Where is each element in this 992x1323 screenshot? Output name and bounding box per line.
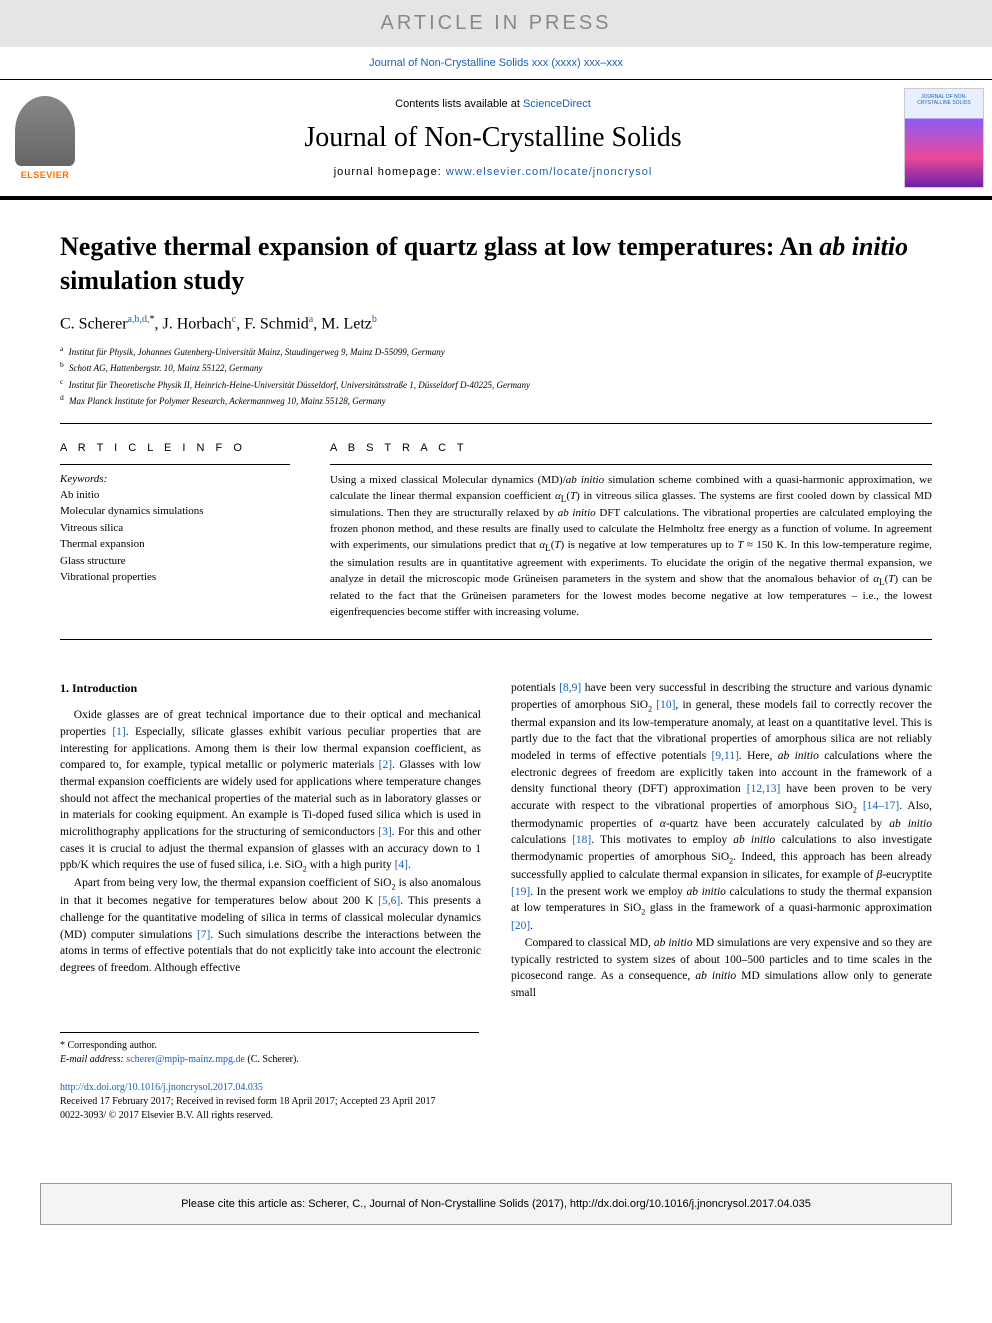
homepage-prefix: journal homepage: [334, 166, 446, 178]
authors-line: C. Scherera,b,d,*, J. Horbachc, F. Schmi… [60, 314, 932, 333]
copyright-line: 0022-3093/ © 2017 Elsevier B.V. All righ… [60, 1109, 932, 1123]
col2-text: potentials [8,9] have been very successf… [511, 680, 932, 1002]
homepage-line: journal homepage: www.elsevier.com/locat… [90, 166, 896, 178]
keyword-item: Molecular dynamics simulations [60, 503, 290, 520]
keyword-item: Vitreous silica [60, 520, 290, 537]
col1-text: Oxide glasses are of great technical imp… [60, 707, 481, 976]
author-name: M. Letz [321, 315, 372, 332]
author-affil-link[interactable]: a [309, 314, 313, 325]
affiliation-line: c Institut für Theoretische Physik II, H… [60, 376, 932, 393]
contents-line: Contents lists available at ScienceDirec… [90, 98, 896, 110]
article-in-press-banner: ARTICLE IN PRESS [0, 0, 992, 47]
journal-ref-link[interactable]: Journal of Non-Crystalline Solids xxx (x… [369, 57, 623, 69]
keyword-item: Thermal expansion [60, 536, 290, 553]
body-columns: 1. Introduction Oxide glasses are of gre… [60, 680, 932, 1002]
elsevier-name: ELSEVIER [21, 170, 70, 180]
divider-top [60, 423, 932, 424]
info-abstract-row: A R T I C L E I N F O Keywords: Ab initi… [60, 442, 932, 621]
abstract-label: A B S T R A C T [330, 442, 932, 454]
corresponding-author-note: * Corresponding author. [60, 1039, 479, 1053]
doi-link[interactable]: http://dx.doi.org/10.1016/j.jnoncrysol.2… [60, 1082, 263, 1093]
keyword-item: Glass structure [60, 553, 290, 570]
affiliation-line: a Institut für Physik, Johannes Gutenber… [60, 343, 932, 360]
author-name: J. Horbach [162, 315, 231, 332]
author-affil-link[interactable]: b [372, 314, 377, 325]
received-dates: Received 17 February 2017; Received in r… [60, 1095, 932, 1109]
article-info-label: A R T I C L E I N F O [60, 442, 290, 454]
article-info-column: A R T I C L E I N F O Keywords: Ab initi… [60, 442, 290, 621]
article-body: Negative thermal expansion of quartz gla… [0, 200, 992, 1153]
footnotes: * Corresponding author. E-mail address: … [60, 1032, 479, 1067]
journal-reference: Journal of Non-Crystalline Solids xxx (x… [0, 57, 992, 69]
body-column-left: 1. Introduction Oxide glasses are of gre… [60, 680, 481, 1002]
email-suffix: (C. Scherer). [245, 1054, 299, 1065]
divider-abstract [330, 464, 932, 465]
divider-info [60, 464, 290, 465]
elsevier-tree-icon [15, 96, 75, 166]
abstract-text: Using a mixed classical Molecular dynami… [330, 473, 932, 621]
affiliation-line: d Max Planck Institute for Polymer Resea… [60, 392, 932, 409]
divider-bottom [60, 639, 932, 640]
body-column-right: potentials [8,9] have been very successf… [511, 680, 932, 1002]
title-post: simulation study [60, 266, 244, 295]
email-label: E-mail address: [60, 1054, 126, 1065]
header-center: Contents lists available at ScienceDirec… [90, 86, 896, 190]
journal-header: ELSEVIER Contents lists available at Sci… [0, 79, 992, 200]
abstract-column: A B S T R A C T Using a mixed classical … [330, 442, 932, 621]
author-affil-link[interactable]: a,b,d, [128, 314, 150, 325]
affiliations: a Institut für Physik, Johannes Gutenber… [60, 343, 932, 409]
contents-prefix: Contents lists available at [395, 98, 523, 110]
keyword-item: Ab initio [60, 487, 290, 504]
author-affil-link[interactable]: c [232, 314, 236, 325]
keyword-item: Vibrational properties [60, 569, 290, 586]
email-line: E-mail address: scherer@mpip-mainz.mpg.d… [60, 1053, 479, 1067]
journal-cover-thumbnail: JOURNAL OF NON-CRYSTALLINE SOLIDS [904, 88, 984, 188]
keywords-list: Ab initioMolecular dynamics simulationsV… [60, 487, 290, 586]
sciencedirect-link[interactable]: ScienceDirect [523, 98, 591, 110]
article-title: Negative thermal expansion of quartz gla… [60, 230, 932, 298]
title-pre: Negative thermal expansion of quartz gla… [60, 232, 819, 261]
elsevier-logo: ELSEVIER [0, 83, 90, 193]
homepage-link[interactable]: www.elsevier.com/locate/jnoncrysol [446, 166, 652, 178]
journal-name: Journal of Non-Crystalline Solids [90, 122, 896, 154]
cover-thumb-title: JOURNAL OF NON-CRYSTALLINE SOLIDS [909, 95, 979, 106]
section-heading-introduction: 1. Introduction [60, 680, 481, 697]
affiliation-line: b Schott AG, Hattenbergstr. 10, Mainz 55… [60, 359, 932, 376]
please-cite-box: Please cite this article as: Scherer, C.… [40, 1183, 952, 1225]
author-name: C. Scherer [60, 315, 128, 332]
doi-block: http://dx.doi.org/10.1016/j.jnoncrysol.2… [60, 1081, 932, 1123]
author-name: F. Schmid [244, 315, 309, 332]
title-italic: ab initio [819, 232, 908, 261]
keywords-label: Keywords: [60, 473, 290, 485]
corresponding-email-link[interactable]: scherer@mpip-mainz.mpg.de [126, 1054, 245, 1065]
